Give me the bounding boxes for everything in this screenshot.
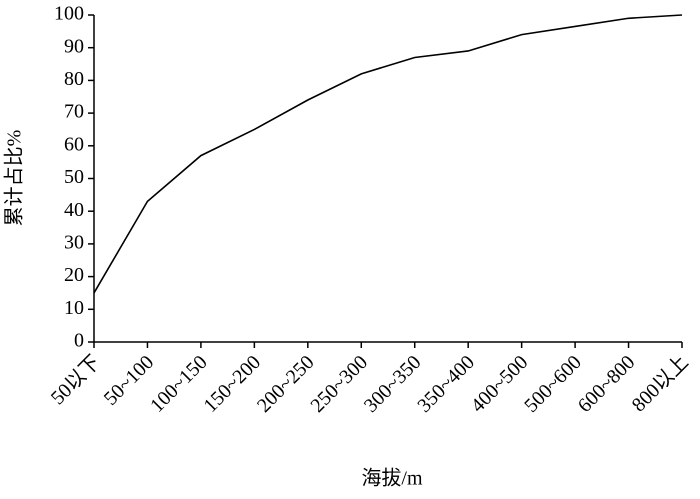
- x-tick-label: 800以上: [627, 351, 693, 417]
- data-line: [93, 14, 683, 294]
- y-tick-label: 100: [54, 3, 84, 25]
- y-tick-label: 40: [64, 199, 84, 221]
- x-tick-label: 500~600: [520, 351, 586, 417]
- x-tick-label: 300~350: [360, 351, 426, 417]
- x-tick-label: 50以下: [47, 351, 105, 409]
- x-tick-label: 350~400: [413, 351, 479, 417]
- y-tick-label: 10: [64, 297, 84, 319]
- x-tick-label: 100~150: [146, 351, 212, 417]
- x-tick-label: 200~250: [253, 351, 319, 417]
- x-tick-label: 250~300: [306, 351, 372, 417]
- y-axis-title: 累计占比%: [3, 130, 26, 227]
- x-tick-label: 400~500: [467, 351, 533, 417]
- y-tick-label: 20: [64, 264, 84, 286]
- y-tick-label: 90: [64, 35, 84, 57]
- y-tick-label: 70: [64, 101, 84, 123]
- y-tick-label: 60: [64, 133, 84, 155]
- x-tick-label: 600~800: [574, 351, 640, 417]
- y-tick-label: 0: [74, 330, 84, 352]
- y-tick-label: 80: [64, 68, 84, 90]
- y-tick-label: 50: [64, 166, 84, 188]
- y-tick-label: 30: [64, 231, 84, 253]
- x-axis-title: 海拔/m: [361, 467, 423, 490]
- x-tick-label: 150~200: [200, 351, 266, 417]
